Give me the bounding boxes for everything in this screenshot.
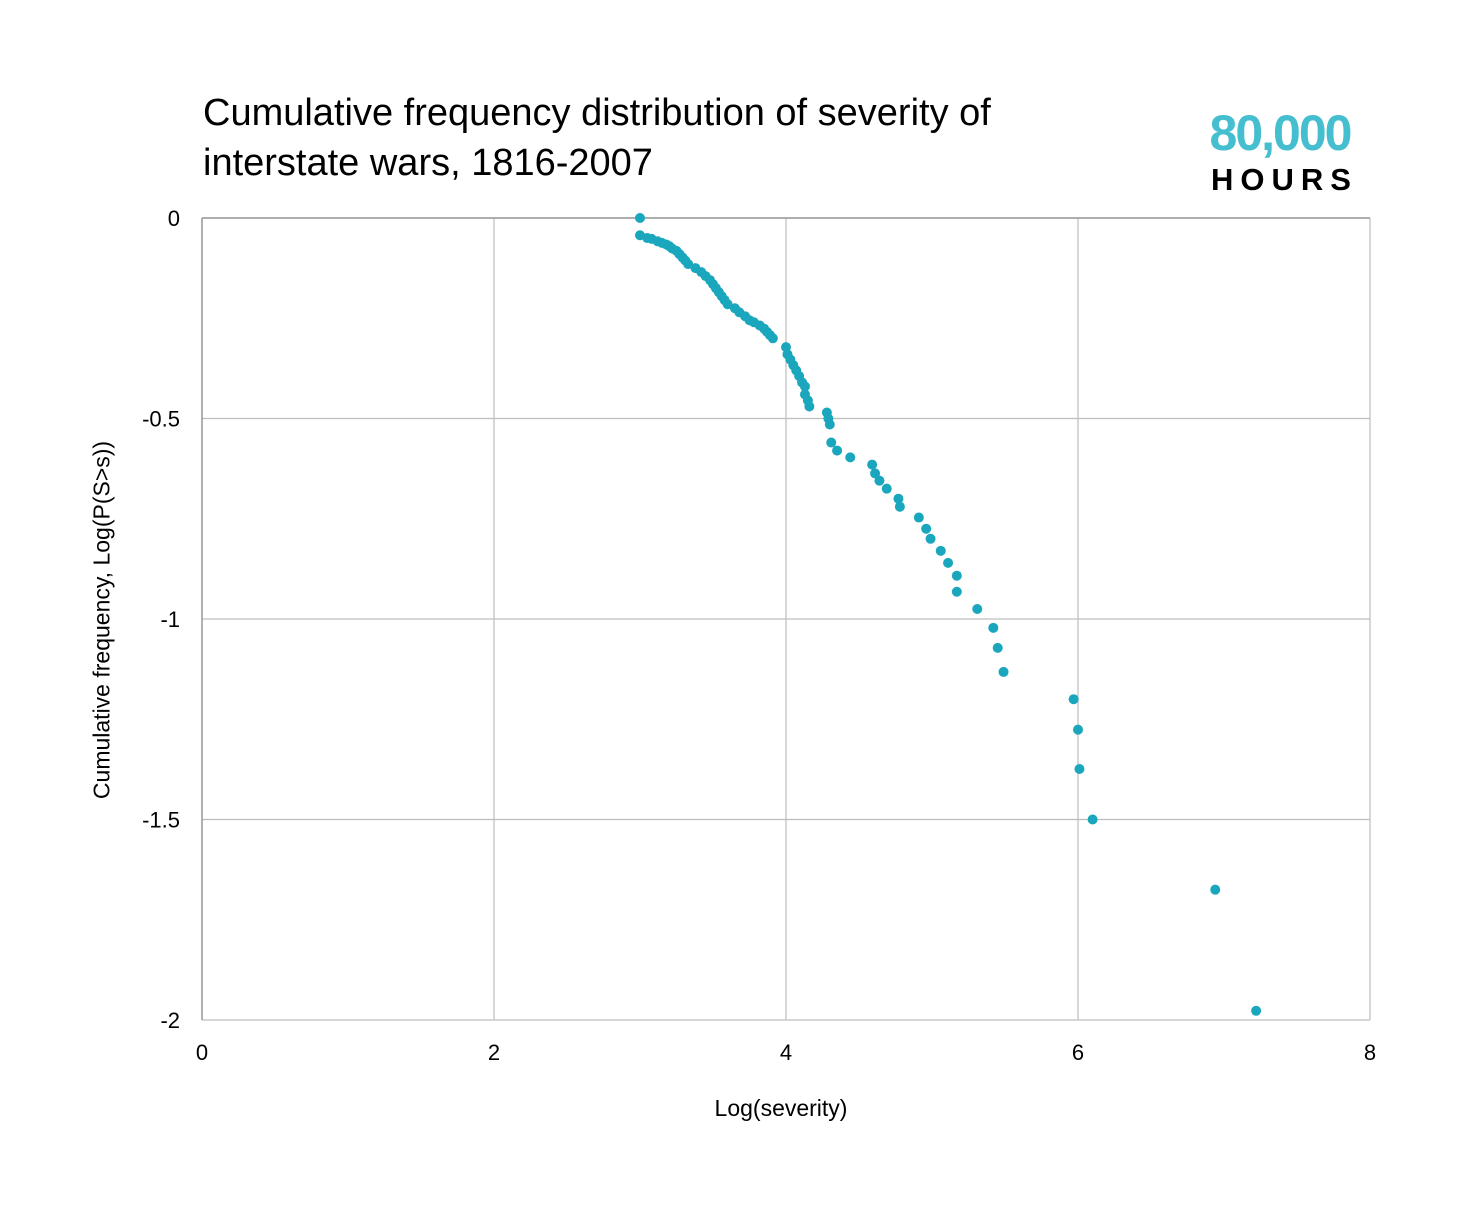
- data-point: [1251, 1005, 1262, 1016]
- chart-title: Cumulative frequency distribution of sev…: [203, 92, 991, 184]
- y-axis-label: Cumulative frequency, Log(P(S>s)): [88, 440, 115, 800]
- data-point: [992, 642, 1003, 653]
- data-point: [1087, 814, 1098, 825]
- y-tick-label: -0.5: [142, 407, 180, 432]
- data-point: [1210, 884, 1221, 895]
- y-tick-label: -1.5: [142, 808, 180, 833]
- brand-word: HOURS: [1211, 162, 1358, 197]
- brand-logo: 80,000 HOURS: [1205, 104, 1355, 198]
- chart-axes: [201, 217, 1370, 1020]
- data-point: [767, 333, 778, 344]
- data-point: [881, 483, 892, 494]
- x-tick-label: 2: [488, 1040, 500, 1065]
- x-tick-label: 0: [196, 1040, 208, 1065]
- y-tick-label: 0: [168, 206, 180, 231]
- data-point: [951, 586, 962, 597]
- data-point: [874, 475, 885, 486]
- tick-labels: 0 -0.5 -1 -1.5 -2 0 2 4 6 8: [142, 206, 1376, 1065]
- y-tick-label: -1: [160, 607, 180, 632]
- data-point: [935, 545, 946, 556]
- chart-grid: [201, 217, 1371, 1021]
- data-point: [824, 419, 835, 430]
- data-point: [826, 437, 837, 448]
- data-point: [951, 570, 962, 581]
- x-tick-label: 4: [780, 1040, 792, 1065]
- data-point: [635, 213, 645, 223]
- data-point: [894, 501, 905, 512]
- data-point: [988, 622, 999, 633]
- x-axis-label: Log(severity): [714, 1095, 848, 1121]
- data-point: [998, 666, 1009, 677]
- data-point: [1073, 724, 1083, 735]
- data-point: [893, 493, 904, 504]
- data-point: [870, 468, 881, 479]
- data-point: [925, 533, 936, 544]
- data-points: [635, 213, 1262, 1016]
- data-point: [1074, 763, 1085, 774]
- data-point: [683, 259, 694, 270]
- y-tick-label: -2: [160, 1008, 180, 1033]
- data-point: [804, 401, 815, 412]
- data-point: [722, 299, 733, 310]
- data-point: [943, 557, 954, 568]
- data-point: [832, 445, 843, 456]
- brand-number: 80,000: [1209, 105, 1353, 161]
- data-point: [921, 523, 932, 534]
- data-point: [867, 459, 878, 470]
- x-tick-label: 6: [1072, 1040, 1084, 1065]
- data-point: [799, 381, 810, 392]
- data-point: [972, 603, 983, 614]
- data-point: [913, 512, 924, 523]
- x-tick-label: 8: [1364, 1040, 1376, 1065]
- data-point: [845, 452, 856, 463]
- data-point: [1068, 694, 1079, 705]
